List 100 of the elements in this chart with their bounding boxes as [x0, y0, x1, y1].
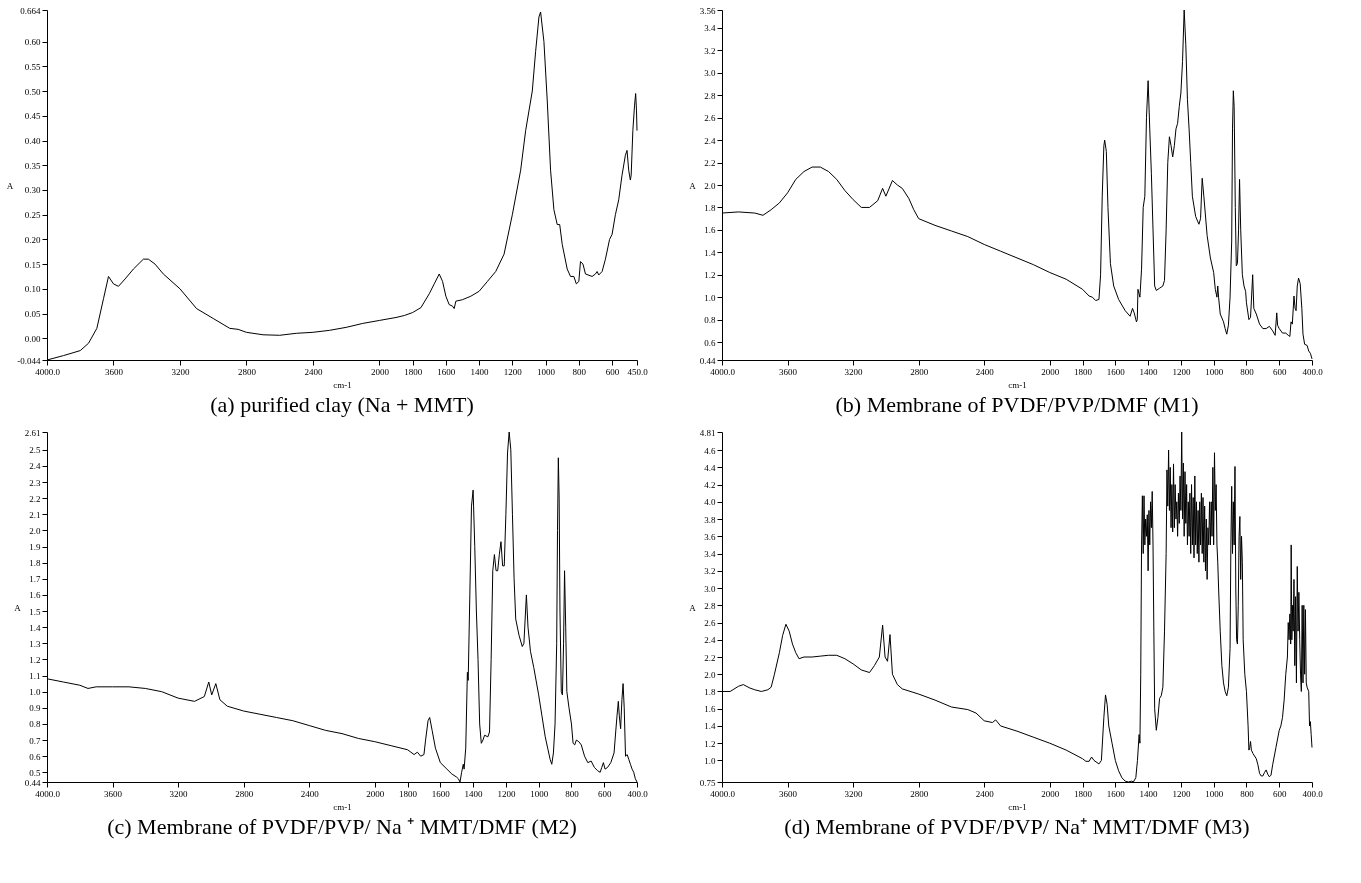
y-tick-label: 4.6 — [704, 445, 716, 456]
x-tick-label: 2400 — [975, 366, 995, 377]
text: (c) Membrane of PVDF/PVP/ Na ⁺ MMT/DMF (M2) — [107, 814, 577, 839]
text: (d) Membrane of PVDF/PVP/ Na⁺ MMT/DMF (M3) — [784, 814, 1250, 839]
y-tick-label: 1.0 — [29, 687, 41, 698]
y-tick-label: 0.44 — [699, 355, 716, 366]
y-axis-title: A — [689, 602, 697, 613]
x-tick-label: 1800 — [1074, 366, 1093, 377]
x-tick-label: 1200 — [497, 788, 516, 799]
text: (b) Membrane of PVDF/PVP/DMF (M1) — [835, 392, 1199, 417]
y-tick-label: 0.55 — [24, 61, 41, 72]
x-tick-label: 1000 — [1205, 788, 1224, 799]
y-tick-label: 2.4 — [704, 135, 716, 146]
y-tick-label: 2.6 — [704, 113, 716, 124]
y-tick-label: 0.8 — [704, 315, 716, 326]
y-tick-label: 1.6 — [704, 225, 716, 236]
y-tick-label: 1.0 — [704, 755, 716, 766]
y-tick-label: 3.56 — [699, 5, 716, 16]
x-tick-label: 800 — [565, 788, 580, 799]
y-tick-label: 2.6 — [704, 618, 716, 629]
y-tick-label: 4.0 — [704, 497, 716, 508]
x-tick-label: 1400 — [1139, 788, 1159, 799]
y-tick-label: 0.25 — [24, 210, 41, 221]
y-axis-title: A — [689, 180, 697, 191]
x-tick-label: 1600 — [437, 366, 456, 377]
x-tick-label: 1200 — [503, 366, 523, 377]
y-tick-label: 3.2 — [704, 566, 716, 577]
x-tick-label: 1600 — [431, 788, 451, 799]
x-tick-label: 2000 — [366, 788, 385, 799]
x-tick-label: 3600 — [104, 788, 123, 799]
y-tick-label: 1.4 — [704, 721, 716, 732]
y-tick-label: 2.8 — [704, 90, 716, 101]
y-tick-label: 0.10 — [24, 284, 41, 295]
x-tick-label: 4000.0 — [35, 788, 61, 799]
y-tick-label: 0.35 — [24, 160, 41, 171]
x-tick-label: 1000 — [537, 366, 556, 377]
y-tick-label: 4.81 — [699, 427, 716, 438]
y-tick-label: 1.8 — [29, 558, 41, 569]
y-tick-label: 0.7 — [29, 735, 41, 746]
x-tick-label: 2800 — [910, 788, 929, 799]
x-tick-label: 3200 — [171, 366, 190, 377]
y-tick-label: 2.2 — [704, 158, 716, 169]
y-tick-label: 1.4 — [29, 622, 41, 633]
x-tick-label: 1200 — [1172, 788, 1191, 799]
y-tick-label: 3.0 — [704, 583, 716, 594]
y-tick-label: 0.45 — [24, 111, 41, 122]
x-tick-label: 2000 — [1041, 788, 1060, 799]
y-tick-label: 1.5 — [29, 606, 41, 617]
y-tick-label: 0.60 — [24, 37, 41, 48]
y-tick-label: 1.4 — [704, 247, 716, 258]
x-axis-title: cm-1 — [1008, 801, 1027, 812]
y-tick-label: 1.9 — [29, 542, 41, 553]
x-tick-label: 4000.0 — [35, 366, 61, 377]
y-tick-label: 0.9 — [29, 703, 41, 714]
y-tick-label: 2.5 — [29, 445, 41, 456]
y-tick-label: 2.0 — [29, 525, 41, 536]
y-tick-label: 3.4 — [704, 23, 716, 34]
x-tick-label: 4000.0 — [710, 366, 736, 377]
y-tick-label: 1.2 — [704, 270, 716, 281]
y-tick-label: 1.6 — [29, 590, 41, 601]
text: (a) purified clay (Na + MMT) — [210, 392, 474, 417]
y-tick-label: 0.15 — [24, 259, 41, 270]
y-tick-label: 2.2 — [704, 652, 716, 663]
y-tick-label: 2.4 — [29, 461, 41, 472]
y-tick-label: 0.664 — [20, 5, 41, 16]
y-tick-label: 0.00 — [24, 333, 41, 344]
y-tick-label: 1.0 — [704, 292, 716, 303]
x-tick-label: 800 — [1240, 788, 1255, 799]
x-axis-title: cm-1 — [1008, 379, 1027, 390]
x-tick-label: 2800 — [235, 788, 254, 799]
y-tick-label: 2.0 — [704, 669, 716, 680]
x-tick-label: 2400 — [304, 366, 323, 377]
x-tick-label: 1800 — [399, 788, 418, 799]
y-tick-label: 2.8 — [704, 600, 716, 611]
y-tick-label: 2.4 — [704, 635, 716, 646]
x-tick-label: 800 — [572, 366, 587, 377]
y-tick-label: 2.1 — [29, 509, 41, 520]
x-tick-label: 1000 — [530, 788, 549, 799]
x-tick-label: 1600 — [1106, 788, 1126, 799]
y-tick-label: 0.8 — [29, 719, 41, 730]
y-tick-label: 0.75 — [699, 777, 716, 788]
x-tick-label: 1400 — [470, 366, 490, 377]
y-tick-label: -0.044 — [17, 355, 41, 366]
y-tick-label: 1.3 — [29, 638, 41, 649]
x-tick-label: 1000 — [1205, 366, 1224, 377]
y-tick-label: 1.6 — [704, 704, 716, 715]
x-tick-label: 450.0 — [627, 366, 649, 377]
y-tick-label: 3.8 — [704, 514, 716, 525]
x-tick-label: 3600 — [779, 788, 798, 799]
x-tick-label: 2400 — [975, 788, 995, 799]
x-tick-label: 400.0 — [1302, 788, 1324, 799]
x-tick-label: 600 — [1272, 366, 1287, 377]
x-tick-label: 3200 — [844, 788, 864, 799]
x-tick-label: 3600 — [779, 366, 798, 377]
x-tick-label: 2800 — [910, 366, 929, 377]
x-tick-label: 2000 — [370, 366, 390, 377]
y-tick-label: 0.50 — [24, 86, 41, 97]
y-tick-label: 3.0 — [704, 68, 716, 79]
y-tick-label: 0.20 — [24, 234, 41, 245]
y-tick-label: 2.0 — [704, 180, 716, 191]
